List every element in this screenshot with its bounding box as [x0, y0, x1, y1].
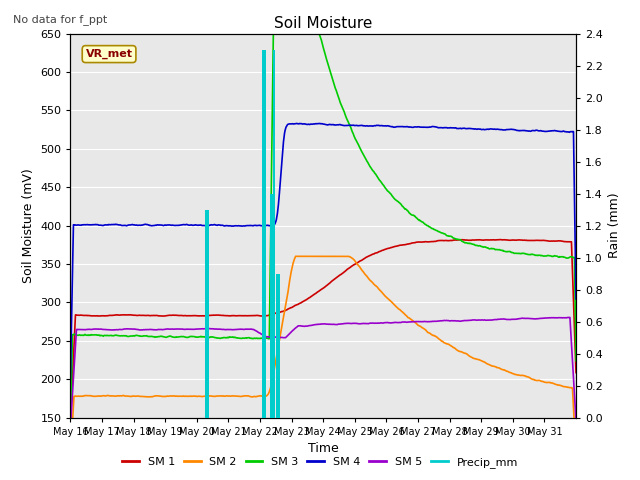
Bar [278, 274, 280, 418]
Text: VR_met: VR_met [86, 49, 132, 59]
Bar [276, 274, 278, 418]
Legend: SM 1, SM 2, SM 3, SM 4, SM 5, Precip_mm: SM 1, SM 2, SM 3, SM 4, SM 5, Precip_mm [118, 452, 522, 472]
Text: No data for f_ppt: No data for f_ppt [13, 14, 107, 25]
Bar [272, 193, 273, 418]
Y-axis label: Soil Moisture (mV): Soil Moisture (mV) [22, 168, 35, 283]
Bar [262, 49, 264, 418]
X-axis label: Time: Time [308, 442, 339, 455]
Bar [205, 210, 207, 418]
Y-axis label: Rain (mm): Rain (mm) [609, 193, 621, 258]
Bar [270, 193, 272, 418]
Bar [207, 210, 209, 418]
Title: Soil Moisture: Soil Moisture [274, 16, 372, 31]
Bar [264, 49, 266, 418]
Bar [273, 49, 275, 418]
